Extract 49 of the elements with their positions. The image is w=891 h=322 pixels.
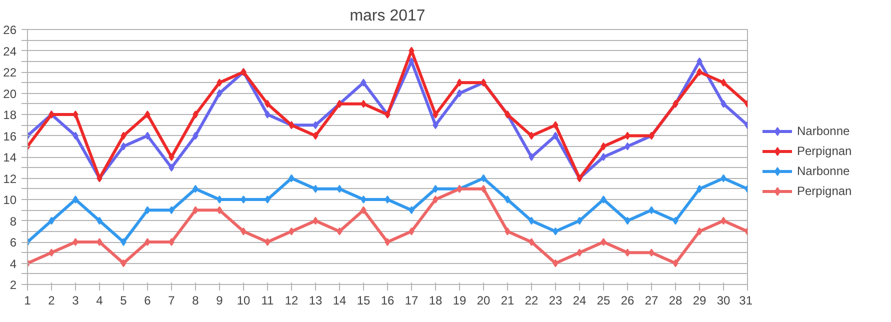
y-tick-label: 16 <box>3 129 17 144</box>
y-tick-label: 6 <box>10 236 17 250</box>
x-tick-label: 12 <box>284 294 298 308</box>
x-tick-label: 10 <box>236 294 250 308</box>
y-tick-label: 14 <box>3 150 17 164</box>
x-tick-label: 24 <box>572 294 586 308</box>
x-tick-label: 20 <box>476 294 490 308</box>
x-tick-label: 27 <box>644 294 658 308</box>
x-tick-label: 21 <box>500 294 514 308</box>
x-tick-label: 25 <box>596 294 610 308</box>
x-tick-label: 28 <box>668 294 682 308</box>
x-tick-label: 23 <box>548 294 562 308</box>
legend-label: Perpignan <box>797 144 852 158</box>
x-tick-label: 13 <box>308 294 322 308</box>
y-tick-label: 22 <box>3 66 17 80</box>
x-tick-label: 19 <box>452 294 466 308</box>
x-tick-label: 14 <box>332 294 346 308</box>
legend-label: Narbonne <box>797 164 850 178</box>
x-tick-label: 30 <box>716 294 730 308</box>
x-tick-label: 11 <box>261 294 274 308</box>
x-tick-label: 6 <box>144 294 152 308</box>
legend-label: Perpignan <box>797 184 852 198</box>
x-tick-label: 8 <box>192 294 200 308</box>
x-tick-label: 15 <box>356 294 370 308</box>
x-tick-label: 18 <box>428 294 442 308</box>
legend-label: Narbonne <box>797 124 850 138</box>
y-tick-label: 24 <box>3 44 17 58</box>
x-tick-label: 26 <box>620 294 634 308</box>
x-tick-label: 31 <box>739 294 753 308</box>
x-tick-label: 16 <box>380 294 394 308</box>
x-tick-label: 1 <box>24 294 32 308</box>
y-tick-label: 26 <box>3 23 17 37</box>
y-tick-label: 12 <box>3 172 17 186</box>
y-tick-label: 20 <box>3 86 17 101</box>
y-tick-label: 2 <box>10 278 17 292</box>
x-tick-label: 7 <box>168 294 176 308</box>
x-tick-label: 5 <box>120 294 128 308</box>
x-tick-label: 9 <box>216 294 224 308</box>
x-tick-label: 4 <box>96 294 104 308</box>
x-tick-label: 29 <box>692 294 706 308</box>
chart-title: mars 2017 <box>350 8 426 24</box>
y-tick-label: 4 <box>10 256 17 271</box>
x-tick-label: 22 <box>524 294 538 308</box>
y-tick-label: 10 <box>3 193 17 207</box>
x-tick-label: 3 <box>72 294 80 308</box>
y-tick-label: 8 <box>10 214 17 228</box>
x-tick-label: 2 <box>48 294 56 308</box>
y-tick-label: 18 <box>3 108 17 122</box>
x-tick-label: 17 <box>404 294 418 308</box>
